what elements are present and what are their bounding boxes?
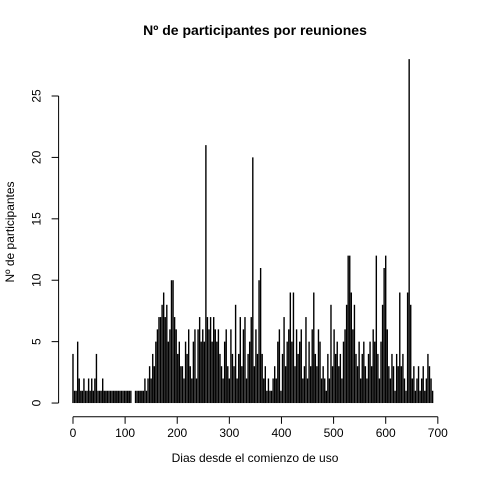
chart-title: Nº de participantes por reuniones — [143, 22, 367, 38]
x-tick-label: 700 — [428, 426, 448, 440]
x-tick-label: 0 — [70, 426, 77, 440]
x-tick-label: 500 — [324, 426, 344, 440]
x-tick-label: 100 — [115, 426, 135, 440]
x-tick-label: 300 — [219, 426, 239, 440]
y-tick-label: 15 — [30, 212, 44, 226]
y-tick-label: 25 — [30, 89, 44, 103]
y-axis-label: Nº de participantes — [3, 181, 17, 282]
y-tick-label: 20 — [30, 150, 44, 164]
x-tick-label: 200 — [167, 426, 187, 440]
y-tick-label: 5 — [30, 338, 44, 345]
x-tick-label: 600 — [376, 426, 396, 440]
y-tick-label: 0 — [30, 399, 44, 406]
x-axis-label: Dias desde el comienzo de uso — [172, 451, 339, 465]
x-tick-label: 400 — [271, 426, 291, 440]
y-tick-label: 10 — [30, 273, 44, 287]
